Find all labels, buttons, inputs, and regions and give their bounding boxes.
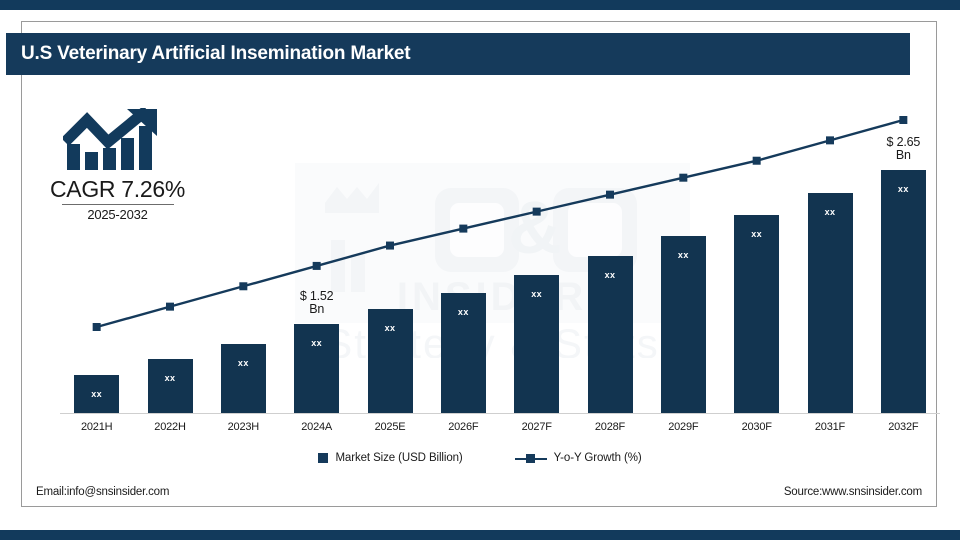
footer-email: Email:info@snsinsider.com xyxy=(36,486,170,498)
bar-inner-label: xx xyxy=(824,207,836,218)
bar-2026F[interactable]: xx xyxy=(440,293,486,413)
top-accent-band xyxy=(0,0,960,10)
page-title: U.S Veterinary Artificial Insemination M… xyxy=(21,43,411,64)
legend-line-marker-icon xyxy=(514,453,547,463)
x-axis-label-2021H: 2021H xyxy=(80,421,113,433)
x-axis-label-2032F: 2032F xyxy=(888,421,919,433)
x-axis-label-2022H: 2022H xyxy=(154,421,186,433)
bar-inner-label: xx xyxy=(164,372,176,383)
title-bar: U.S Veterinary Artificial Insemination M… xyxy=(6,33,910,75)
x-axis-label-2031F: 2031F xyxy=(814,421,846,433)
bar-inner-label: xx xyxy=(384,323,396,334)
legend-square-marker-icon xyxy=(318,453,329,463)
bar-2024A[interactable]: xx xyxy=(294,324,340,413)
bar-inner-label: xx xyxy=(897,184,909,194)
bar-value-label-2032F: $ 2.65 Bn xyxy=(886,135,921,162)
x-axis-label-2030F: 2030F xyxy=(741,421,772,433)
bar-2022H[interactable]: xx xyxy=(147,358,193,413)
x-axis-label-2028F: 2028F xyxy=(594,421,626,433)
legend-item-yoy-growth[interactable]: Y-o-Y Growth (%) xyxy=(514,452,642,464)
x-axis-label-2029F: 2029F xyxy=(668,421,699,433)
bar-inner-label: xx xyxy=(751,229,763,240)
bar-2028F[interactable]: xx xyxy=(587,256,633,413)
bar-2025E[interactable]: xx xyxy=(367,309,413,413)
x-axis-label-2025E: 2025E xyxy=(374,421,406,433)
chart-plot-area: xx xx xx xx $ 1.52 Bn xx xx xx xx xx xx xx xx $ 2.65 … xyxy=(60,108,940,418)
bar-inner-label: xx xyxy=(604,270,616,281)
bar-inner-label: xx xyxy=(311,338,323,349)
x-axis-label-2024A: 2024A xyxy=(301,421,333,433)
bar-2029F[interactable]: xx xyxy=(660,235,706,413)
bar-inner-label: xx xyxy=(677,249,689,260)
chart-legend: Market Size (USD Billion) Y-o-Y Growth (… xyxy=(0,452,960,464)
bar-2031F[interactable]: xx xyxy=(807,193,853,413)
bar-inner-label: xx xyxy=(531,289,543,300)
legend-label: Market Size (USD Billion) xyxy=(335,452,463,464)
legend-item-market-size[interactable]: Market Size (USD Billion) xyxy=(318,452,463,464)
footer-source: Source:www.snsinsider.com xyxy=(783,486,922,498)
x-axis-line xyxy=(60,413,940,414)
bar-2023H[interactable]: xx xyxy=(220,343,266,413)
bar-2021H[interactable]: xx xyxy=(74,375,120,413)
bar-inner-label: xx xyxy=(91,389,103,399)
bar-inner-label: xx xyxy=(457,307,469,317)
bar-2032F[interactable]: xx xyxy=(880,170,926,413)
bar-inner-label: xx xyxy=(237,357,249,368)
bar-2030F[interactable]: xx xyxy=(734,215,780,413)
bar-2027F[interactable]: xx xyxy=(514,275,560,413)
bar-value-label-2024A: $ 1.52 Bn xyxy=(299,289,334,317)
x-axis-label-2026F: 2026F xyxy=(448,421,479,433)
x-axis-label-2027F: 2027F xyxy=(521,421,552,433)
legend-label: Y-o-Y Growth (%) xyxy=(553,452,642,464)
x-axis-label-2023H: 2023H xyxy=(227,421,260,433)
bottom-accent-band xyxy=(0,530,960,540)
